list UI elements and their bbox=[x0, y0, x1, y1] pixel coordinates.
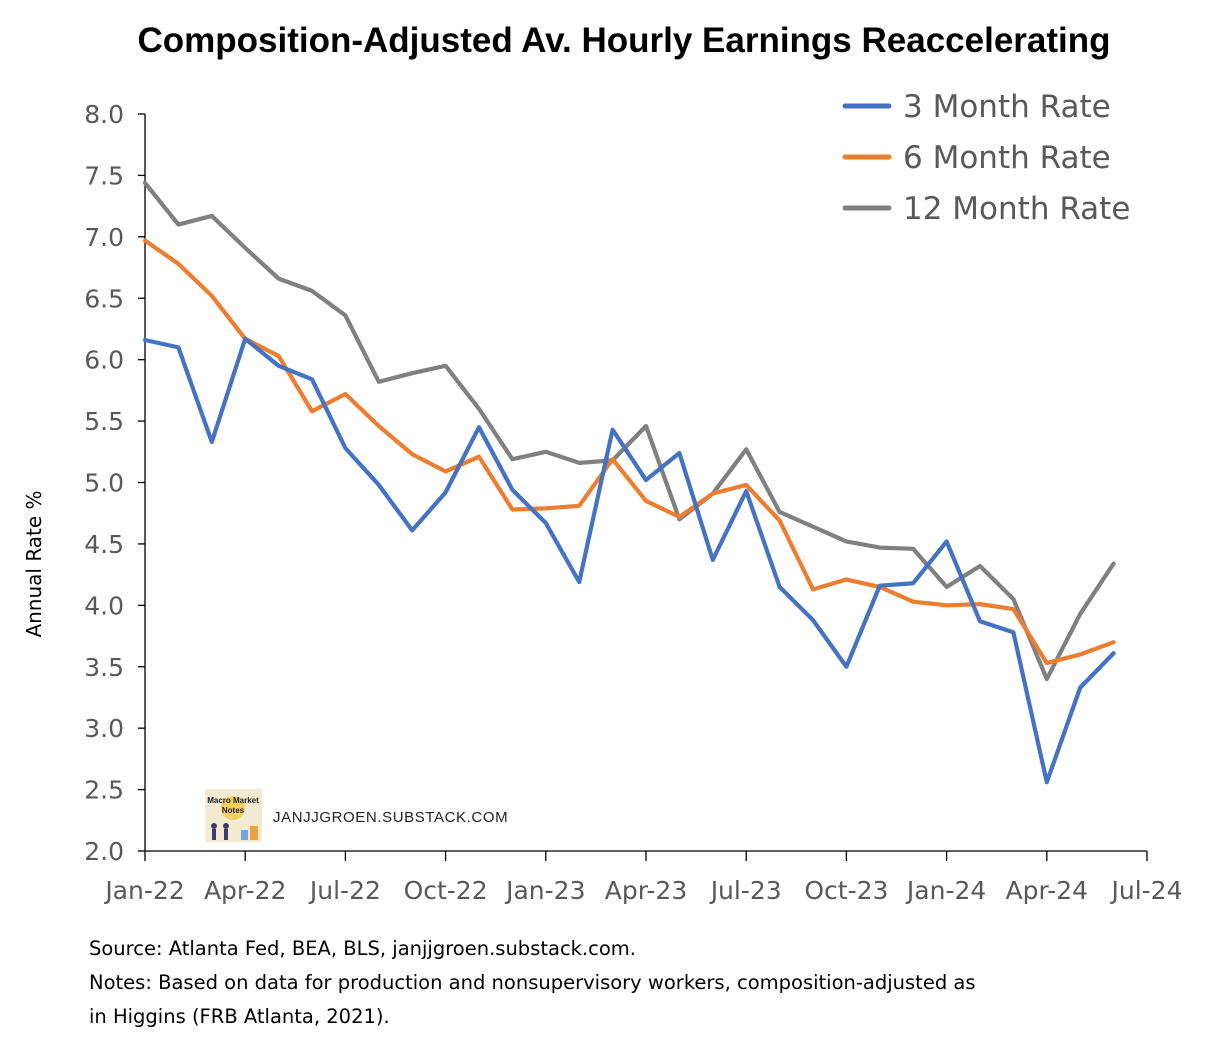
x-tick-label: Apr-22 bbox=[204, 876, 286, 905]
y-tick-label: 5.0 bbox=[84, 469, 124, 498]
y-tick-label: 3.5 bbox=[84, 653, 124, 682]
chart-title: Composition-Adjusted Av. Hourly Earnings… bbox=[137, 21, 1110, 60]
x-tick-label: Jul-22 bbox=[308, 876, 381, 905]
x-tick-label: Jan-23 bbox=[504, 876, 585, 905]
watermark-text: JANJJGROEN.SUBSTACK.COM bbox=[273, 809, 508, 826]
y-tick-label: 8.0 bbox=[84, 100, 124, 129]
logo-text-1: Macro Market bbox=[207, 796, 259, 805]
y-tick-label: 4.0 bbox=[84, 591, 124, 620]
y-tick-label: 7.5 bbox=[84, 161, 124, 190]
logo-text-2: Notes bbox=[222, 806, 245, 815]
y-tick-label: 7.0 bbox=[84, 223, 124, 252]
x-tick-label: Apr-23 bbox=[605, 876, 687, 905]
series-line-3-month-rate bbox=[142, 336, 1116, 785]
legend-label-3-month-rate: 3 Month Rate bbox=[903, 89, 1111, 125]
x-tick-label: Jul-23 bbox=[709, 876, 782, 905]
axes: 2.0 2.5 3.0 3.5 4.0 4.5 5.0 5.5 6.0 6.5 7.0 7.5 8.0 J… bbox=[84, 100, 1182, 905]
source-note: Source: Atlanta Fed, BEA, BLS, janjjgroe… bbox=[89, 937, 636, 960]
x-tick-label: Apr-24 bbox=[1006, 876, 1088, 905]
series-line-12-month-rate bbox=[142, 180, 1116, 682]
series-layer bbox=[142, 180, 1116, 785]
legend-label-6-month-rate: 6 Month Rate bbox=[903, 140, 1111, 176]
notes-line-1: Notes: Based on data for production and … bbox=[89, 971, 976, 994]
chart-canvas: Composition-Adjusted Av. Hourly Earnings… bbox=[22, 21, 1183, 905]
x-tick-label: Jan-24 bbox=[905, 876, 986, 905]
y-tick-label: 5.5 bbox=[84, 407, 124, 436]
y-tick-label: 2.0 bbox=[84, 837, 124, 866]
series-line-6-month-rate bbox=[142, 238, 1116, 666]
y-tick-label: 2.5 bbox=[84, 776, 124, 805]
x-tick-label: Oct-22 bbox=[404, 876, 488, 905]
y-axis-label: Annual Rate % bbox=[22, 490, 46, 637]
watermark-logo: Macro Market Notes bbox=[205, 789, 262, 842]
y-tick-label: 3.0 bbox=[84, 714, 124, 743]
y-tick-label: 6.5 bbox=[84, 284, 124, 313]
legend: 3 Month Rate 6 Month Rate 12 Month Rate bbox=[842, 89, 1130, 227]
x-tick-label: Jan-22 bbox=[103, 876, 184, 905]
y-tick-label: 6.0 bbox=[84, 346, 124, 375]
y-tick-label: 4.5 bbox=[84, 530, 124, 559]
legend-label-12-month-rate: 12 Month Rate bbox=[903, 191, 1130, 227]
notes-line-2: in Higgins (FRB Atlanta, 2021). bbox=[89, 1005, 390, 1028]
x-tick-label: Jul-24 bbox=[1110, 876, 1183, 905]
x-tick-label: Oct-23 bbox=[804, 876, 888, 905]
